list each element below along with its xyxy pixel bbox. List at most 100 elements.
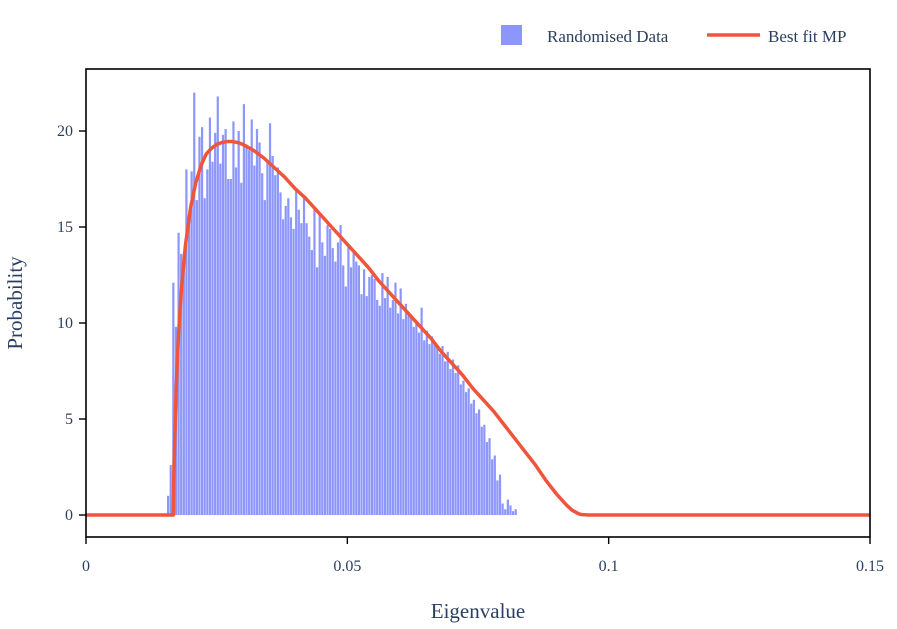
histogram-bar[interactable] [441, 346, 444, 515]
histogram-bar[interactable] [444, 361, 447, 515]
histogram-bar[interactable] [167, 495, 170, 515]
histogram-bar[interactable] [417, 332, 421, 515]
histogram-bar[interactable] [313, 209, 316, 515]
histogram-bar[interactable] [433, 342, 436, 515]
histogram-bar[interactable] [329, 228, 332, 516]
histogram-bar[interactable] [248, 150, 251, 515]
histogram-bar[interactable] [305, 223, 308, 515]
histogram-bar[interactable] [200, 127, 204, 515]
histogram-bar[interactable] [331, 248, 334, 515]
histogram-bar[interactable] [250, 119, 253, 515]
histogram-bar[interactable] [224, 129, 227, 515]
histogram-bar[interactable] [381, 273, 384, 515]
histogram-bar[interactable] [462, 380, 465, 515]
legend-item-best-fit-mp[interactable]: Best fit MP [707, 27, 846, 46]
histogram-bar[interactable] [198, 136, 201, 515]
histogram-bar[interactable] [363, 269, 366, 515]
histogram-bar[interactable] [211, 161, 214, 515]
histogram-bar[interactable] [514, 509, 517, 515]
histogram-bar[interactable] [342, 265, 345, 515]
histogram-bar[interactable] [467, 388, 470, 515]
histogram-bar[interactable] [261, 173, 264, 516]
histogram-bar[interactable] [420, 307, 423, 515]
histogram-bar[interactable] [300, 223, 303, 515]
histogram-bar[interactable] [407, 315, 410, 515]
legend-item-randomised-data[interactable]: Randomised Data [501, 25, 669, 46]
histogram-bar[interactable] [349, 267, 353, 515]
histogram-bar[interactable] [323, 255, 327, 516]
histogram-bar[interactable] [274, 175, 277, 515]
histogram-bar[interactable] [404, 303, 408, 515]
histogram-bar[interactable] [177, 232, 180, 515]
histogram-bar[interactable] [242, 104, 246, 516]
histogram-bar[interactable] [501, 503, 504, 515]
histogram-bar[interactable] [240, 182, 243, 515]
histogram-bar[interactable] [292, 228, 295, 516]
histogram-bar[interactable] [172, 282, 175, 515]
histogram-bar[interactable] [206, 169, 209, 515]
histogram-bar[interactable] [480, 426, 483, 515]
histogram-bar[interactable] [263, 200, 266, 515]
histogram-bar[interactable] [511, 511, 515, 515]
histogram-bar[interactable] [360, 294, 363, 515]
histogram-bar[interactable] [355, 261, 358, 515]
histogram-bar[interactable] [386, 276, 389, 515]
histogram-bar[interactable] [378, 305, 381, 515]
histogram-bar[interactable] [446, 351, 449, 515]
histogram-bar[interactable] [365, 296, 368, 515]
histogram-bar[interactable] [425, 330, 428, 515]
histogram-bar[interactable] [430, 336, 434, 515]
histogram-bar[interactable] [478, 409, 481, 515]
histogram-bar[interactable] [436, 347, 439, 515]
histogram-bar[interactable] [208, 117, 212, 515]
histogram-bar[interactable] [282, 219, 285, 515]
histogram-bar[interactable] [357, 265, 360, 515]
histogram-bar[interactable] [302, 196, 306, 515]
histogram-bar[interactable] [232, 121, 235, 516]
histogram-bar[interactable] [287, 198, 290, 515]
histogram-bar[interactable] [373, 278, 376, 515]
histogram-bar[interactable] [190, 171, 193, 515]
histogram-bar[interactable] [284, 205, 287, 515]
histogram-bar[interactable] [449, 369, 452, 515]
histogram-bar[interactable] [498, 474, 502, 515]
histogram-bar[interactable] [415, 323, 418, 515]
histogram-bar[interactable] [227, 179, 230, 515]
histogram-bar[interactable] [318, 213, 321, 515]
histogram-bar[interactable] [410, 317, 413, 515]
histogram-bar[interactable] [389, 307, 392, 515]
histogram-bar[interactable] [237, 131, 240, 515]
histogram-bar[interactable] [180, 253, 183, 515]
histogram-bar[interactable] [470, 403, 473, 515]
histogram-bar[interactable] [214, 132, 217, 516]
histogram-bar[interactable] [271, 155, 274, 515]
histogram-bar[interactable] [336, 242, 340, 516]
histogram-bar[interactable] [326, 225, 329, 515]
histogram-bar[interactable] [438, 353, 442, 515]
histogram-bar[interactable] [308, 236, 311, 515]
histogram-bar[interactable] [297, 209, 300, 515]
histogram-bar[interactable] [402, 319, 405, 515]
histogram-bar[interactable] [219, 163, 222, 515]
histogram-bar[interactable] [491, 459, 494, 515]
histogram-bar[interactable] [295, 188, 298, 515]
histogram-bar[interactable] [457, 365, 460, 515]
histogram-bar[interactable] [454, 372, 457, 515]
histogram-bar[interactable] [504, 509, 507, 515]
histogram-bar[interactable] [488, 438, 491, 515]
histogram-bar[interactable] [234, 167, 238, 516]
histogram-bar[interactable] [276, 167, 279, 516]
histogram-bar[interactable] [391, 299, 394, 515]
histogram-bar[interactable] [253, 165, 256, 515]
histogram-bar[interactable] [339, 225, 342, 515]
histogram-bar[interactable] [255, 129, 259, 515]
histogram-bar[interactable] [221, 134, 225, 515]
histogram-bar[interactable] [368, 276, 371, 515]
histogram-bar[interactable] [185, 169, 188, 515]
histogram-bar[interactable] [266, 161, 269, 515]
histogram-bar[interactable] [310, 250, 313, 516]
histogram-bar[interactable] [428, 344, 431, 515]
histogram-bar[interactable] [334, 261, 337, 515]
histogram-bar[interactable] [352, 250, 355, 516]
histogram-bar[interactable] [315, 267, 319, 515]
